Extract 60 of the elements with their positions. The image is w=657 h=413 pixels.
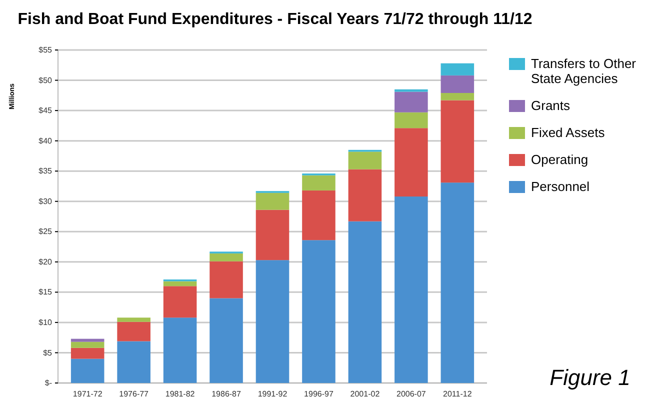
bar	[70, 338, 104, 342]
x-tick-label: 2001-02	[350, 390, 380, 399]
caption: Figure 1	[550, 365, 630, 390]
legend-label: Grants	[531, 98, 571, 113]
y-tick-label: $50	[38, 76, 53, 85]
bar	[210, 298, 243, 383]
x-tick-label: 2011-12	[443, 390, 472, 399]
x-tick-label: 1981-82	[165, 390, 196, 399]
bar	[440, 75, 474, 93]
x-tick-label: 1996-97	[304, 390, 334, 399]
bar	[440, 182, 474, 383]
bar	[348, 152, 382, 170]
y-tick-label: $15	[38, 288, 53, 297]
y-tick-label: $40	[38, 136, 53, 146]
x-tick-label: 1971-72	[72, 390, 103, 399]
chart-title: Fish and Boat Fund Expenditures - Fiscal Years 71/72 through 11/12	[18, 11, 532, 28]
y-tick-label: $5	[43, 348, 53, 358]
bar	[440, 92, 474, 100]
bar	[394, 112, 428, 128]
bar	[348, 221, 382, 383]
bar	[70, 358, 104, 383]
bar	[70, 348, 104, 359]
y-tick-label: $55	[38, 46, 53, 55]
bar	[394, 92, 428, 112]
y-tick-label: $30	[38, 196, 53, 206]
bar	[256, 260, 290, 383]
x-tick-label: 1986-87	[212, 390, 242, 399]
y-tick-label: $25	[38, 227, 53, 236]
x-tick-label: 1976-77	[119, 390, 150, 399]
bar	[210, 261, 243, 298]
bar	[117, 341, 150, 383]
bar	[256, 210, 290, 260]
bar	[256, 192, 290, 210]
bar	[440, 63, 474, 76]
bar	[163, 318, 197, 383]
bar	[117, 318, 150, 322]
y-tick-label: $20	[38, 257, 53, 266]
bar	[440, 100, 474, 183]
bar	[302, 240, 336, 383]
bar	[163, 286, 197, 318]
bar	[163, 281, 197, 286]
x-tick-label: 1991-92	[258, 390, 288, 399]
bar	[394, 196, 428, 383]
bar	[210, 253, 243, 262]
legend-label: Operating	[531, 152, 588, 167]
legend-label: Fixed Assets	[531, 125, 606, 140]
y-tick-label: $35	[38, 166, 53, 176]
bar	[302, 190, 336, 240]
legend-label: Personnel	[531, 179, 590, 194]
bar	[348, 169, 382, 222]
bar	[394, 89, 428, 92]
x-tick-label: 2006-07	[396, 390, 426, 399]
bar	[302, 175, 336, 190]
y-tick-label: $45	[38, 106, 53, 116]
bar	[117, 322, 150, 342]
bar	[70, 342, 104, 348]
y-tick-label: $-	[44, 378, 52, 388]
legend-label: Transfers to Other State Agencies	[531, 56, 637, 86]
y-tick-label: $10	[38, 318, 53, 328]
bar	[394, 128, 428, 197]
